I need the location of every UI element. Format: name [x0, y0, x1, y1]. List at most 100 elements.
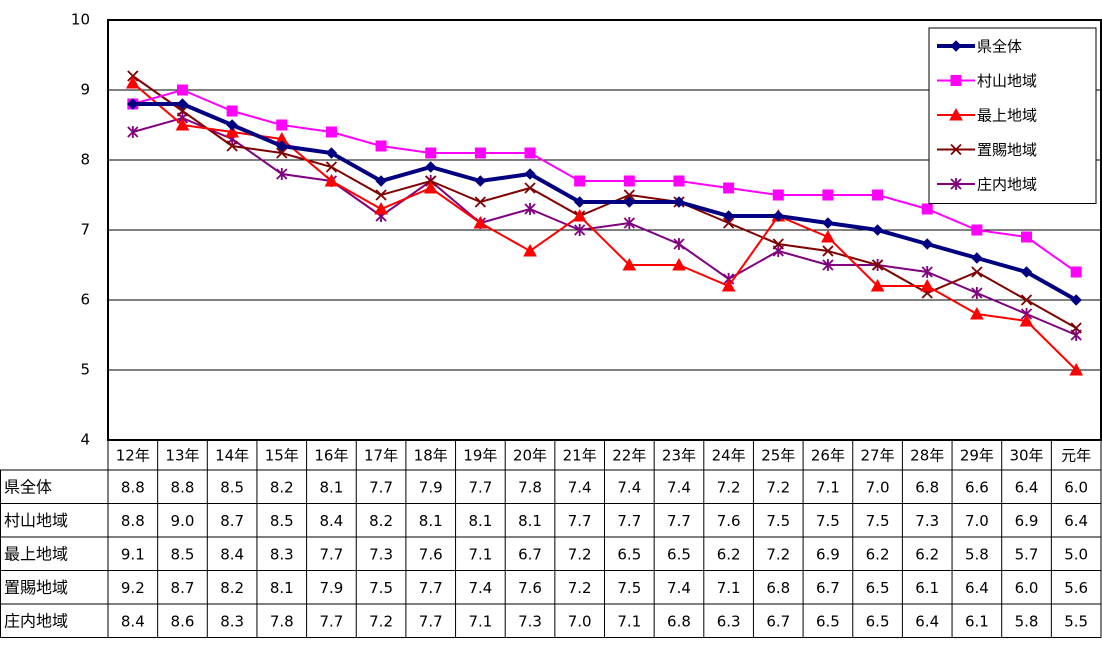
table-cell: 7.7 — [667, 512, 691, 530]
table-cell: 6.2 — [866, 545, 890, 563]
table-cell: 7.0 — [568, 612, 592, 630]
data-point — [821, 229, 835, 243]
table-cell: 7.6 — [419, 545, 443, 563]
data-point — [473, 215, 488, 229]
table-cell: 8.1 — [518, 512, 542, 530]
table-cell: 8.6 — [171, 612, 195, 630]
data-point — [276, 119, 288, 131]
legend-marker — [950, 75, 962, 86]
data-point — [425, 161, 437, 173]
table-cell: 7.4 — [667, 478, 691, 496]
data-point — [822, 217, 834, 229]
data-point — [226, 140, 238, 152]
data-point — [325, 161, 338, 173]
y-tick-label: 9 — [80, 81, 90, 99]
data-point — [325, 126, 337, 138]
data-point — [673, 175, 685, 187]
data-point — [1021, 231, 1033, 243]
table-cell: 7.6 — [518, 579, 542, 597]
table-cell: 7.3 — [915, 512, 939, 530]
table-cell: 7.1 — [468, 612, 492, 630]
table-cell: 9.1 — [121, 545, 145, 563]
series-line — [132, 116, 1077, 336]
x-tick-label: 18年 — [414, 447, 448, 465]
data-point — [723, 182, 735, 194]
table-cell: 8.8 — [121, 478, 145, 496]
table-cell: 8.8 — [171, 478, 195, 496]
x-tick-label: 元年 — [1061, 447, 1091, 465]
x-tick-label: 25年 — [761, 447, 795, 465]
x-tick-label: 27年 — [861, 447, 895, 465]
legend-marker — [950, 143, 962, 156]
data-point — [1070, 294, 1082, 306]
table-cell: 8.5 — [220, 478, 244, 496]
data-point — [623, 217, 635, 229]
data-point — [822, 189, 834, 201]
data-point — [870, 278, 885, 292]
data-point — [375, 175, 387, 187]
data-point — [1070, 322, 1082, 334]
y-tick-label: 8 — [80, 151, 90, 169]
data-point — [921, 238, 933, 250]
x-tick-label: 13年 — [165, 447, 199, 465]
table-cell: 6.0 — [1064, 478, 1088, 496]
data-point — [672, 257, 686, 271]
table-cell: 6.5 — [667, 545, 691, 563]
series-line — [132, 102, 1078, 302]
table-cell: 7.7 — [319, 545, 343, 563]
data-point — [921, 266, 933, 278]
legend-label: 県全体 — [977, 38, 1022, 56]
legend-marker — [949, 107, 963, 121]
table-cell: 5.0 — [1064, 545, 1088, 563]
x-tick-label: 26年 — [811, 447, 845, 465]
data-point — [772, 189, 784, 201]
table-cell: 7.1 — [617, 612, 641, 630]
table-cell: 6.5 — [617, 545, 641, 563]
table-cell: 8.4 — [121, 612, 145, 630]
table-cell: 8.1 — [419, 512, 443, 530]
table-cell: 7.7 — [419, 612, 443, 630]
table-cell: 8.5 — [270, 512, 294, 530]
table-cell: 7.3 — [369, 545, 393, 563]
table-cell: 7.3 — [518, 612, 542, 630]
data-point — [324, 173, 339, 187]
legend-marker — [950, 178, 962, 190]
table-cell: 7.7 — [468, 478, 492, 496]
table-cell: 7.8 — [270, 612, 294, 630]
table-cell: 7.1 — [717, 579, 741, 597]
data-point — [1020, 266, 1033, 278]
data-point — [226, 119, 238, 131]
data-point — [622, 257, 637, 271]
data-point — [474, 147, 486, 159]
data-point — [722, 217, 735, 229]
table-cell: 7.8 — [518, 478, 542, 496]
table-cell: 7.2 — [766, 545, 790, 563]
data-point — [772, 238, 784, 250]
table-cell: 7.9 — [319, 579, 343, 597]
data-point — [524, 203, 536, 215]
table-cell: 7.2 — [369, 612, 393, 630]
table-cell: 7.5 — [866, 512, 890, 530]
data-point — [474, 175, 487, 187]
data-point — [971, 252, 983, 264]
table-cell: 7.4 — [468, 579, 492, 597]
data-point — [276, 140, 288, 152]
table-cell: 6.8 — [766, 579, 790, 597]
table-cell: 7.1 — [816, 478, 840, 496]
table-cell: 7.5 — [369, 579, 393, 597]
y-tick-label: 7 — [80, 221, 90, 239]
series-line — [132, 75, 1077, 329]
data-point — [574, 224, 586, 236]
table-cell: 8.3 — [270, 545, 294, 563]
x-tick-label: 22年 — [612, 447, 646, 465]
data-point — [1019, 313, 1034, 327]
data-point — [375, 140, 387, 152]
table-row-label: 最上地域 — [4, 544, 68, 563]
data-point — [226, 105, 238, 117]
table-cell: 6.7 — [816, 579, 840, 597]
table-cell: 7.7 — [369, 478, 393, 496]
table-cell: 6.1 — [915, 579, 939, 597]
table-cell: 7.7 — [319, 612, 343, 630]
